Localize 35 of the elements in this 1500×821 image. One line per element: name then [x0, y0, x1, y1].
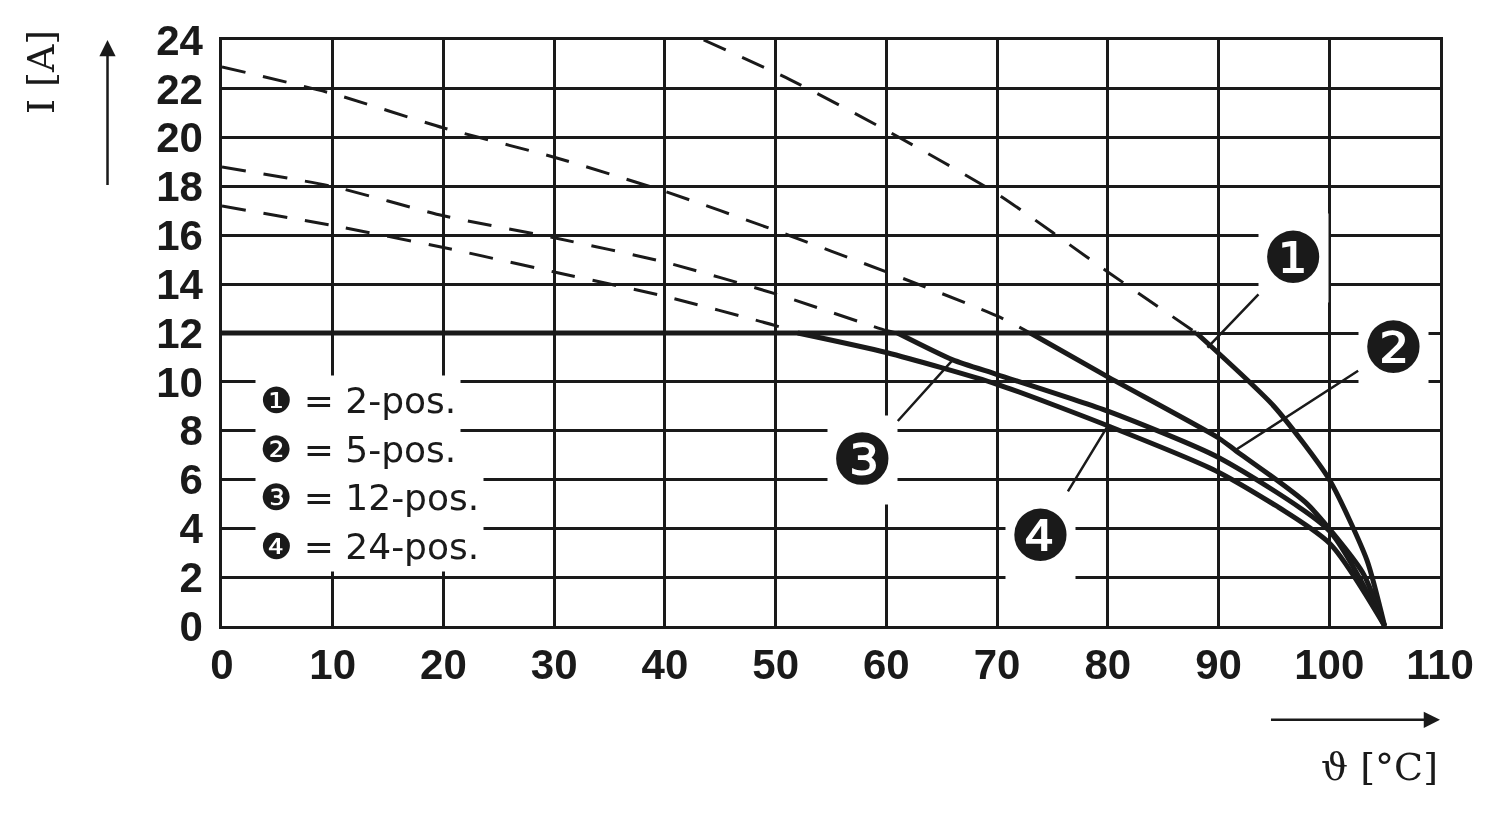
- y-tick-label: 20: [156, 114, 203, 162]
- y-tick-label: 12: [156, 309, 203, 357]
- annotation: ❹ = 24-pos.: [260, 526, 480, 567]
- x-tick-label: 90: [1195, 641, 1242, 689]
- x-tick-label: 100: [1294, 641, 1365, 689]
- y-tick-label: 8: [179, 407, 203, 455]
- y-tick-label: 10: [156, 358, 203, 406]
- x-tick-label: 40: [641, 641, 689, 689]
- annotation: ❸ = 12-pos.: [260, 477, 480, 518]
- x-axis-title: ϑ [°C]: [1321, 745, 1438, 789]
- y-tick-label: 18: [156, 163, 203, 211]
- x-tick-label: 0: [210, 641, 234, 689]
- x-tick-label: 70: [973, 641, 1021, 689]
- y-tick-label: 24: [156, 16, 204, 64]
- y-tick-label: 16: [156, 212, 203, 260]
- annotation: ❶ = 2-pos.: [260, 380, 457, 421]
- x-tick-label: 110: [1406, 641, 1474, 689]
- x-tick-label: 20: [420, 641, 467, 689]
- x-tick-label: 30: [530, 641, 578, 689]
- x-tick-label: 60: [863, 641, 910, 689]
- x-tick-label: 50: [752, 641, 799, 689]
- x-tick-label: 80: [1084, 641, 1132, 689]
- y-tick-label: 6: [179, 456, 203, 504]
- annotation: ❷: [1362, 307, 1425, 389]
- annotation: ❶: [1262, 217, 1325, 299]
- y-tick-label: 22: [156, 65, 203, 113]
- annotation: ❷ = 5-pos.: [260, 429, 457, 470]
- y-tick-label: 14: [156, 260, 204, 308]
- y-axis-title: I [A]: [19, 29, 64, 115]
- y-tick-label: 4: [179, 505, 204, 553]
- annotation: ❹: [1009, 495, 1072, 577]
- x-tick-label: 10: [309, 641, 357, 689]
- y-tick-label: 2: [179, 553, 203, 601]
- annotation: ❸: [831, 419, 894, 501]
- y-tick-label: 0: [179, 602, 203, 650]
